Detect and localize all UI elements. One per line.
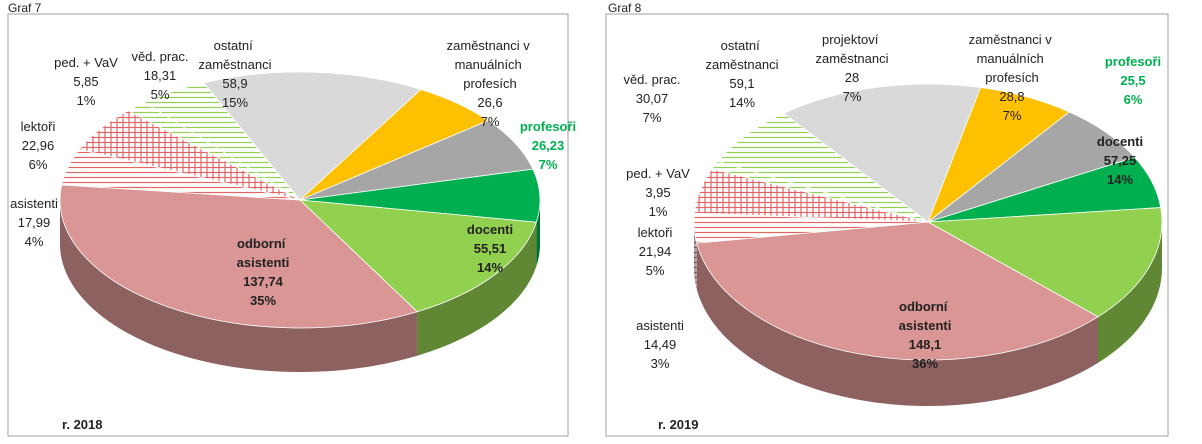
percent-label: 4%: [25, 234, 44, 249]
slice-side-shade: [1098, 222, 1162, 363]
percent-label: 6%: [29, 157, 48, 172]
value-label: 14,49: [644, 337, 677, 352]
slice-label: ostatní zaměstnanci: [199, 38, 272, 72]
slice-label: odborní asistenti: [899, 299, 952, 333]
slice-label: ped. + VaV: [54, 55, 118, 70]
percent-label: 3%: [651, 356, 670, 371]
slice: [926, 207, 1163, 318]
slice-side-shade: [696, 243, 1099, 407]
slice-label: zaměstnanci v manuálních profesích: [447, 38, 534, 91]
slice: [927, 111, 1136, 223]
slice-label: odborní asistenti: [237, 236, 290, 270]
value-label: 148,1: [909, 337, 942, 352]
percent-label: 1%: [649, 204, 668, 219]
slice-side-shade: [536, 200, 540, 267]
slice: [203, 71, 422, 201]
slice-label: profesoři: [520, 119, 576, 134]
slice: [783, 83, 982, 223]
percent-label: 15%: [222, 95, 248, 110]
slice-side-shade: [60, 200, 418, 373]
value-label: 25,5: [1120, 73, 1145, 88]
slice-label: ostatní zaměstnanci: [706, 38, 779, 72]
slice-side: [694, 222, 697, 290]
value-label: 55,51: [474, 241, 507, 256]
percent-label: 5%: [151, 87, 170, 102]
percent-label: 6%: [1124, 92, 1143, 107]
percent-label: 7%: [481, 114, 500, 129]
value-label: 58,9: [222, 76, 247, 91]
percent-label: 14%: [477, 260, 503, 275]
slice-label: projektoví zaměstnanci: [816, 32, 889, 66]
value-label: 3,95: [645, 185, 670, 200]
slice-label: lektoři: [21, 119, 56, 134]
slice: [717, 112, 929, 223]
value-label: 26,23: [532, 138, 565, 153]
percent-label: 35%: [250, 293, 276, 308]
slice: [298, 199, 537, 313]
chart-title: Graf 7: [8, 1, 42, 15]
percent-label: 14%: [729, 95, 755, 110]
percent-label: 7%: [843, 89, 862, 104]
value-label: 26,6: [477, 95, 502, 110]
percent-label: 7%: [539, 157, 558, 172]
value-label: 28,8: [999, 89, 1024, 104]
slice: [59, 184, 418, 329]
percent-label: 5%: [646, 263, 665, 278]
slice-label: zaměstnanci v manuálních profesích: [969, 32, 1056, 85]
percent-label: 36%: [912, 356, 938, 371]
chart-note: r. 2019: [658, 417, 699, 432]
slice-side-shade: [417, 222, 537, 356]
value-label: 137,74: [243, 274, 284, 289]
slice-label: věd. prac.: [623, 72, 680, 87]
slice-label: docenti: [1097, 134, 1143, 149]
slice-label: asistenti: [10, 196, 58, 211]
slice-side: [696, 243, 1099, 407]
value-label: 18,31: [144, 68, 177, 83]
percent-label: 1%: [77, 93, 96, 108]
value-label: 28: [845, 70, 859, 85]
value-label: 59,1: [729, 76, 754, 91]
value-label: 57,25: [1104, 153, 1137, 168]
percent-label: 7%: [643, 110, 662, 125]
slice-side: [417, 222, 537, 356]
slice-label: profesoři: [1105, 54, 1161, 69]
slice-label: věd. prac.: [131, 49, 188, 64]
value-label: 5,85: [73, 74, 98, 89]
slice: [299, 120, 534, 201]
chart-title: Graf 8: [608, 1, 642, 15]
chart-note: r. 2018: [62, 417, 103, 432]
slice-side: [60, 200, 418, 373]
slice-label: asistenti: [636, 318, 684, 333]
slice: [696, 221, 1099, 361]
slice-label: ped. + VaV: [626, 166, 690, 181]
slice-label: lektoři: [638, 225, 673, 240]
slice-label: docenti: [467, 222, 513, 237]
value-label: 30,07: [636, 91, 669, 106]
slice-side: [536, 200, 540, 267]
slice-side-shade: [694, 222, 697, 290]
slice-side: [1098, 222, 1162, 363]
percent-label: 14%: [1107, 172, 1133, 187]
value-label: 17,99: [18, 215, 51, 230]
value-label: 22,96: [22, 138, 55, 153]
value-label: 21,94: [639, 244, 672, 259]
percent-label: 7%: [1003, 108, 1022, 123]
